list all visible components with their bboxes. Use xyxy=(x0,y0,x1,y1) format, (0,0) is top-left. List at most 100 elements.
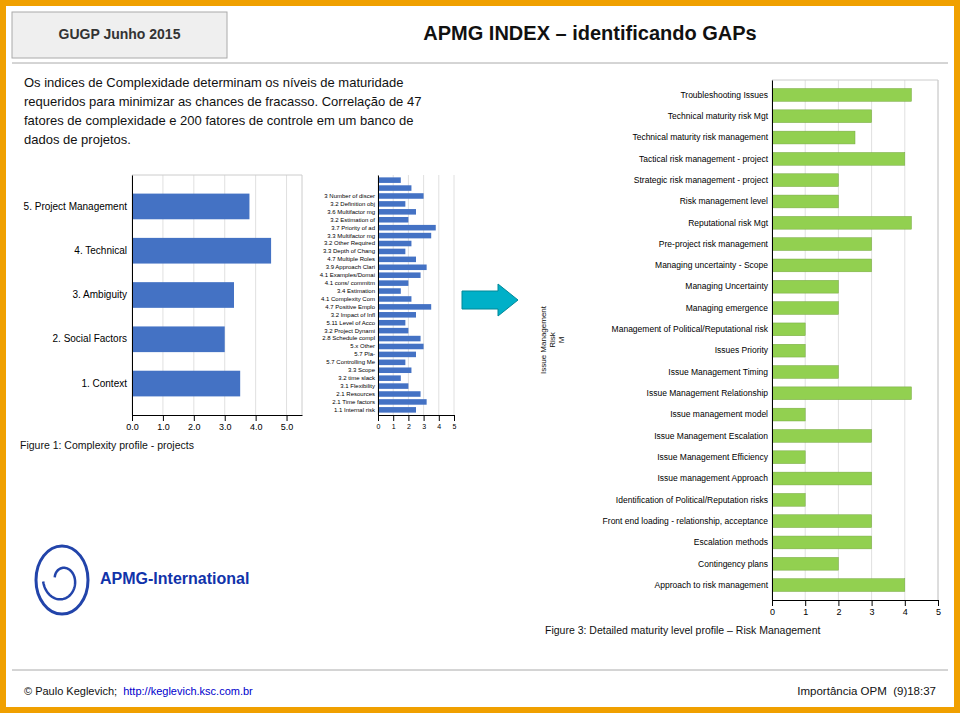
tick: 0 xyxy=(770,600,775,617)
tick: Contingency plans xyxy=(698,558,768,568)
tick: Reputational risk Mgt xyxy=(688,218,768,228)
bar xyxy=(378,193,424,199)
bar xyxy=(132,282,234,308)
tick: 3.9 Approach Clari xyxy=(326,264,375,270)
bar xyxy=(772,579,905,592)
tick-mark xyxy=(838,600,839,606)
bar xyxy=(378,304,431,310)
annotation: © Paulo Keglevich; xyxy=(24,685,120,697)
tick: 1.1 Internal risk xyxy=(334,407,376,413)
bar xyxy=(772,152,905,165)
tick: 3.6 Multifactor mg xyxy=(327,209,375,215)
tick-mark xyxy=(872,600,873,606)
tick-label: Managing uncertainty - Scope xyxy=(655,260,768,270)
bar xyxy=(378,399,427,405)
annotation: APMG-International xyxy=(100,570,249,587)
bar xyxy=(772,344,805,357)
tick-label: 3 xyxy=(870,607,875,617)
tick: 4.0 xyxy=(250,415,263,432)
grid xyxy=(132,175,287,415)
tick: Managing uncertainty - Scope xyxy=(655,260,768,270)
tick-label: 5.0 xyxy=(281,422,294,432)
tick: 2. Social Factors xyxy=(53,333,127,344)
tick-label: 4.0 xyxy=(250,422,263,432)
tick-label: 2.8 Schedule compl xyxy=(322,335,375,341)
bar xyxy=(132,238,271,264)
tick-label: 5.11 Level of Acco xyxy=(326,320,375,326)
tick: Managing emergence xyxy=(686,303,768,313)
grid-line xyxy=(286,175,287,415)
tick-label: Issue Management Escalation xyxy=(654,431,768,441)
tick: 2.1 Time factors xyxy=(332,399,375,405)
tick: 5 xyxy=(453,415,457,430)
tick-mark xyxy=(378,415,379,421)
bar xyxy=(378,272,421,278)
tick: 4 xyxy=(437,415,441,430)
tick-mark xyxy=(132,415,133,421)
bar xyxy=(378,185,411,191)
bar xyxy=(378,217,408,223)
chart-title: Figure 3: Detailed maturity level profil… xyxy=(545,624,821,636)
tick-label: Issue Management Timing xyxy=(668,367,768,377)
bar xyxy=(772,131,855,144)
tick: 2.1 Resources xyxy=(336,391,375,397)
tick: Approach to risk management xyxy=(655,580,769,590)
tick-mark xyxy=(408,415,409,421)
tick-label: 2.0 xyxy=(188,422,201,432)
tick: 4.1 cons/ commitm xyxy=(325,280,375,286)
tick-label: 2.1 Time factors xyxy=(332,399,375,405)
bar xyxy=(378,296,411,302)
tick: 5.0 xyxy=(281,415,294,432)
tick-label: Risk management level xyxy=(680,196,768,206)
tick-label: Managing emergence xyxy=(686,303,768,313)
tick: Tactical risk management - project xyxy=(639,154,769,164)
tick: 0.0 xyxy=(126,415,139,432)
chart: 012345Approach to risk managementConting… xyxy=(603,80,941,617)
bar xyxy=(772,451,805,464)
x-axis: 0.01.02.03.04.05.0 xyxy=(126,415,302,432)
grid xyxy=(378,175,454,415)
tick-label: Issues Priority xyxy=(715,345,769,355)
bar xyxy=(772,557,838,570)
tick-label: 3.3 Multifactor mg xyxy=(327,233,375,239)
bars xyxy=(132,194,271,397)
y-axis: 1. Context2. Social Factors3. Ambiguity4… xyxy=(24,176,133,416)
tick-label: 3.2 Definition obj xyxy=(330,201,375,207)
bar xyxy=(378,288,401,294)
arrow xyxy=(462,284,518,316)
bar xyxy=(378,257,416,263)
bar xyxy=(378,249,405,255)
tick: 3.3 Multifactor mg xyxy=(327,233,375,239)
bar xyxy=(378,367,411,373)
tick: 3.0 xyxy=(219,415,232,432)
tick: 3.3 Scope xyxy=(348,367,376,373)
tick-label: 3.0 xyxy=(219,422,232,432)
tick: Pre-project risk management xyxy=(659,239,769,249)
bar xyxy=(132,371,240,397)
tick-label: Strategic risk management - project xyxy=(634,175,769,185)
tick: 3. Ambiguity xyxy=(73,289,127,300)
tick: Issue Management Escalation xyxy=(654,431,768,441)
tick-label: 5.7 Pla- xyxy=(354,351,375,357)
bar xyxy=(378,177,401,183)
header-separator xyxy=(12,63,948,64)
tick-label: 4 xyxy=(437,423,441,430)
axis-line xyxy=(773,600,939,601)
plot-frame xyxy=(132,175,302,415)
bar xyxy=(132,194,249,220)
bar xyxy=(378,209,416,215)
tick-label: 1 xyxy=(392,423,396,430)
tick: 0 xyxy=(377,415,381,430)
tick-label: 3. Ambiguity xyxy=(73,289,127,300)
bar xyxy=(378,328,408,334)
tick-mark xyxy=(256,415,257,421)
tick: 5.x Other xyxy=(350,343,375,349)
tick-label: Management of Political/Reputational ris… xyxy=(612,324,769,334)
tick: 5.11 Level of Acco xyxy=(326,320,375,326)
tick-label: 3 Number of discer xyxy=(324,193,375,199)
tick-label: Escalation methods xyxy=(694,537,768,547)
tick: 3.4 Estimation xyxy=(337,288,375,294)
tick: Issue Management Efficiency xyxy=(657,452,769,462)
tick: Issue management model xyxy=(670,409,768,419)
header-label: GUGP Junho 2015 xyxy=(59,26,181,42)
